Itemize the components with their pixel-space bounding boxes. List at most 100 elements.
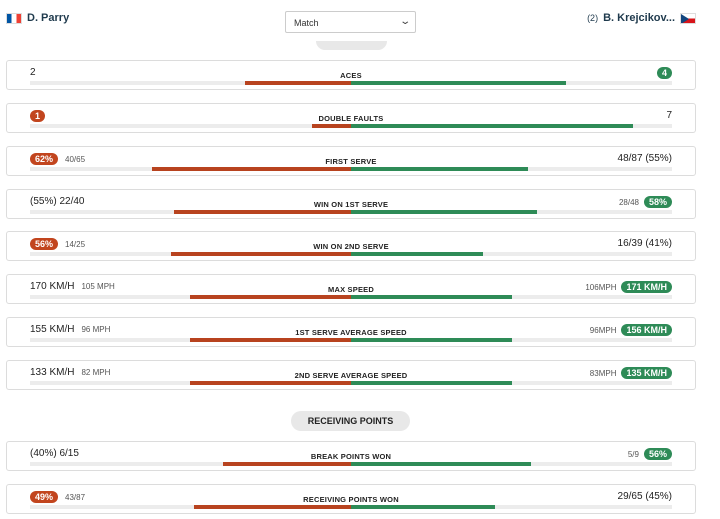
- period-select-value: Match: [294, 18, 319, 28]
- stat-row: 62% 40/65 FIRST SERVE 48/87 (55%): [6, 146, 696, 176]
- player2-value: 83MPH 135 KM/H: [590, 367, 672, 379]
- player2-badge: 156 KM/H: [621, 324, 672, 336]
- player2-value: 4: [656, 67, 672, 79]
- player1-value: 155 KM/H 96 MPH: [30, 324, 110, 335]
- stat-label: RECEIVING POINTS WON: [303, 495, 399, 504]
- player1-value: 170 KM/H 105 MPH: [30, 281, 115, 292]
- stat-label: BREAK POINTS WON: [310, 452, 392, 461]
- player2-subvalue: 28/48: [618, 197, 639, 207]
- player1-value: 49% 43/87: [30, 491, 85, 503]
- player2-badge: 4: [656, 67, 672, 79]
- player2-info: (2) B. Krejcikov...: [587, 12, 696, 24]
- player2-badge: 135 KM/H: [621, 367, 672, 379]
- player2-subvalue: 5/9: [627, 449, 639, 459]
- player2-value: 106MPH 171 KM/H: [585, 281, 672, 293]
- stat-label: 1ST SERVE AVERAGE SPEED: [295, 328, 407, 337]
- player2-bar: [351, 167, 528, 171]
- player2-bar: [351, 81, 566, 85]
- player1-value-text: (55%) 22/40: [30, 196, 85, 207]
- player1-subvalue: 40/65: [65, 154, 86, 164]
- period-select[interactable]: Match ⌄: [285, 11, 416, 33]
- player2-subvalue: 83MPH: [589, 368, 617, 378]
- stat-row: 2 ACES 4: [6, 60, 696, 90]
- player1-name: D. Parry: [27, 12, 70, 24]
- stat-label: 2ND SERVE AVERAGE SPEED: [294, 371, 408, 380]
- player1-bar: [190, 295, 351, 299]
- player1-subvalue: 96 MPH: [81, 325, 111, 334]
- player1-subvalue: 43/87: [65, 492, 86, 502]
- player2-bar: [351, 338, 512, 342]
- stat-label: FIRST SERVE: [325, 157, 377, 166]
- player1-bar: [245, 81, 351, 85]
- receiving-section-title: RECEIVING POINTS: [291, 411, 410, 431]
- player1-bar: [312, 124, 351, 128]
- player1-value-text: 170 KM/H: [30, 281, 75, 292]
- stat-label: DOUBLE FAULTS: [318, 114, 384, 123]
- player1-value: 62% 40/65: [30, 153, 85, 165]
- player2-value: 29/65 (45%): [618, 491, 672, 502]
- player2-value: 7: [666, 110, 672, 121]
- player1-value: (55%) 22/40: [30, 196, 84, 207]
- player1-value: 133 KM/H 82 MPH: [30, 367, 110, 378]
- player2-bar: [351, 462, 531, 466]
- player2-value-text: 7: [666, 110, 672, 121]
- player2-bar: [351, 295, 512, 299]
- stat-row: (55%) 22/40 WIN ON 1ST SERVE 28/48 58%: [6, 189, 696, 219]
- player1-info: D. Parry: [6, 12, 69, 24]
- stat-row: 56% 14/25 WIN ON 2ND SERVE 16/39 (41%): [6, 231, 696, 261]
- section-tab-edge: [316, 41, 387, 50]
- player1-value-text: 133 KM/H: [30, 367, 75, 378]
- player2-badge: 58%: [643, 196, 672, 208]
- player1-bar: [194, 505, 351, 509]
- player2-value: 5/9 56%: [628, 448, 672, 460]
- player1-badge: 62%: [30, 153, 59, 165]
- player2-value: 16/39 (41%): [618, 238, 672, 249]
- player2-badge: 56%: [643, 448, 672, 460]
- player1-subvalue: 105 MPH: [81, 282, 115, 291]
- match-header: D. Parry Match ⌄ (2) B. Krejcikov...: [0, 0, 720, 40]
- stat-row: 133 KM/H 82 MPH 2ND SERVE AVERAGE SPEED 83M…: [6, 360, 696, 390]
- stat-label: MAX SPEED: [328, 285, 374, 294]
- chevron-down-icon: ⌄: [398, 16, 411, 27]
- player2-bar: [351, 252, 483, 256]
- stat-row: 1 DOUBLE FAULTS 7: [6, 103, 696, 133]
- player2-bar: [351, 210, 537, 214]
- stat-row: 170 KM/H 105 MPH MAX SPEED 106MPH 171 KM/H: [6, 274, 696, 304]
- player2-bar: [351, 381, 512, 385]
- player1-value: (40%) 6/15: [30, 448, 79, 459]
- player1-bar: [223, 462, 351, 466]
- player2-value-text: 29/65 (45%): [617, 491, 672, 502]
- czech-flag-icon: [680, 12, 696, 24]
- player1-badge: 56%: [30, 238, 59, 250]
- france-flag-icon: [6, 12, 22, 24]
- player2-name: B. Krejcikov...: [603, 12, 675, 24]
- player1-value: 56% 14/25: [30, 238, 85, 250]
- player2-value: 96MPH 156 KM/H: [590, 324, 672, 336]
- player1-badge: 49%: [30, 491, 59, 503]
- player2-value: 28/48 58%: [619, 196, 672, 208]
- stat-label: WIN ON 1ST SERVE: [313, 200, 389, 209]
- stat-row: 155 KM/H 96 MPH 1ST SERVE AVERAGE SPEED 96M…: [6, 317, 696, 347]
- player1-value: 1: [30, 110, 46, 122]
- player2-subvalue: 106MPH: [585, 282, 617, 292]
- player2-badge: 171 KM/H: [621, 281, 672, 293]
- player1-subvalue: 82 MPH: [81, 368, 111, 377]
- player1-value: 2: [30, 67, 36, 78]
- player2-value-text: 48/87 (55%): [617, 153, 672, 164]
- player1-value-text: 2: [30, 67, 36, 78]
- player1-value-text: (40%) 6/15: [30, 448, 79, 459]
- stat-row: 49% 43/87 RECEIVING POINTS WON 29/65 (45%): [6, 484, 696, 514]
- stat-row: (40%) 6/15 BREAK POINTS WON 5/9 56%: [6, 441, 696, 471]
- player2-value-text: 16/39 (41%): [617, 238, 672, 249]
- player1-bar: [171, 252, 351, 256]
- player1-bar: [174, 210, 351, 214]
- player2-bar: [351, 505, 495, 509]
- player2-value: 48/87 (55%): [618, 153, 672, 164]
- player1-bar: [190, 381, 351, 385]
- player1-subvalue: 14/25: [65, 239, 86, 249]
- player1-value-text: 155 KM/H: [30, 324, 75, 335]
- stat-label: WIN ON 2ND SERVE: [313, 242, 389, 251]
- player2-bar: [351, 124, 633, 128]
- player2-subvalue: 96MPH: [589, 325, 617, 335]
- player2-seed: (2): [587, 13, 599, 23]
